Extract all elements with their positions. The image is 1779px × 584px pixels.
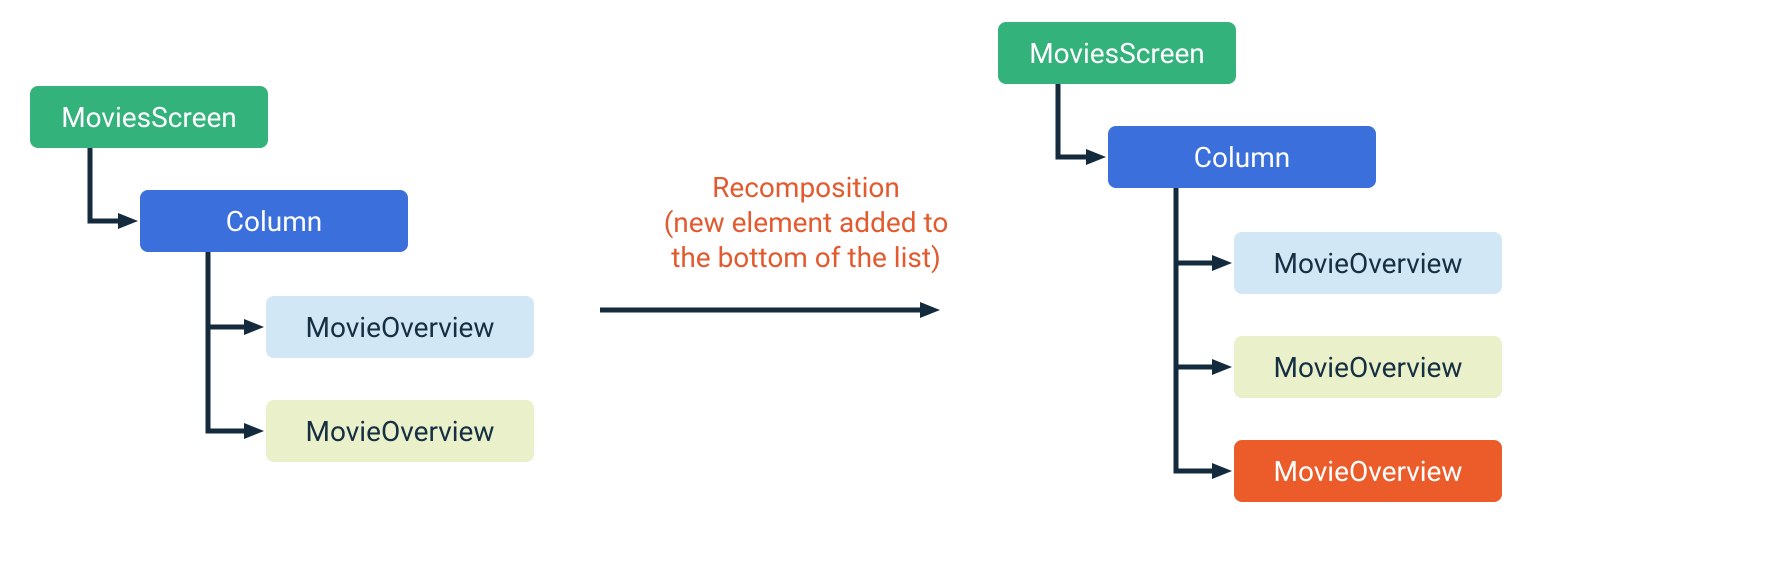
node-label: MovieOverview	[1274, 455, 1463, 488]
node-r-movies: MoviesScreen	[998, 22, 1236, 84]
node-label: MovieOverview	[1274, 351, 1463, 384]
node-label: Column	[226, 205, 322, 238]
node-r-column: Column	[1108, 126, 1376, 188]
caption-line: (new element added to	[636, 205, 976, 240]
diagram-canvas: MoviesScreen Column MovieOverview MovieOver…	[0, 0, 1779, 584]
node-label: MovieOverview	[306, 311, 495, 344]
node-label: MovieOverview	[1274, 247, 1463, 280]
edges-layer	[0, 0, 1779, 584]
node-l-column: Column	[140, 190, 408, 252]
node-r-ov1: MovieOverview	[1234, 232, 1502, 294]
node-l-ov1: MovieOverview	[266, 296, 534, 358]
node-r-ov3: MovieOverview	[1234, 440, 1502, 502]
node-label: MoviesScreen	[61, 101, 237, 134]
node-l-ov2: MovieOverview	[266, 400, 534, 462]
node-label: MovieOverview	[306, 415, 495, 448]
node-label: Column	[1194, 141, 1290, 174]
node-label: MoviesScreen	[1029, 37, 1205, 70]
caption-line: the bottom of the list)	[636, 240, 976, 275]
transition-caption: Recomposition(new element added tothe bo…	[636, 170, 976, 275]
caption-line: Recomposition	[636, 170, 976, 205]
node-l-movies: MoviesScreen	[30, 86, 268, 148]
node-r-ov2: MovieOverview	[1234, 336, 1502, 398]
